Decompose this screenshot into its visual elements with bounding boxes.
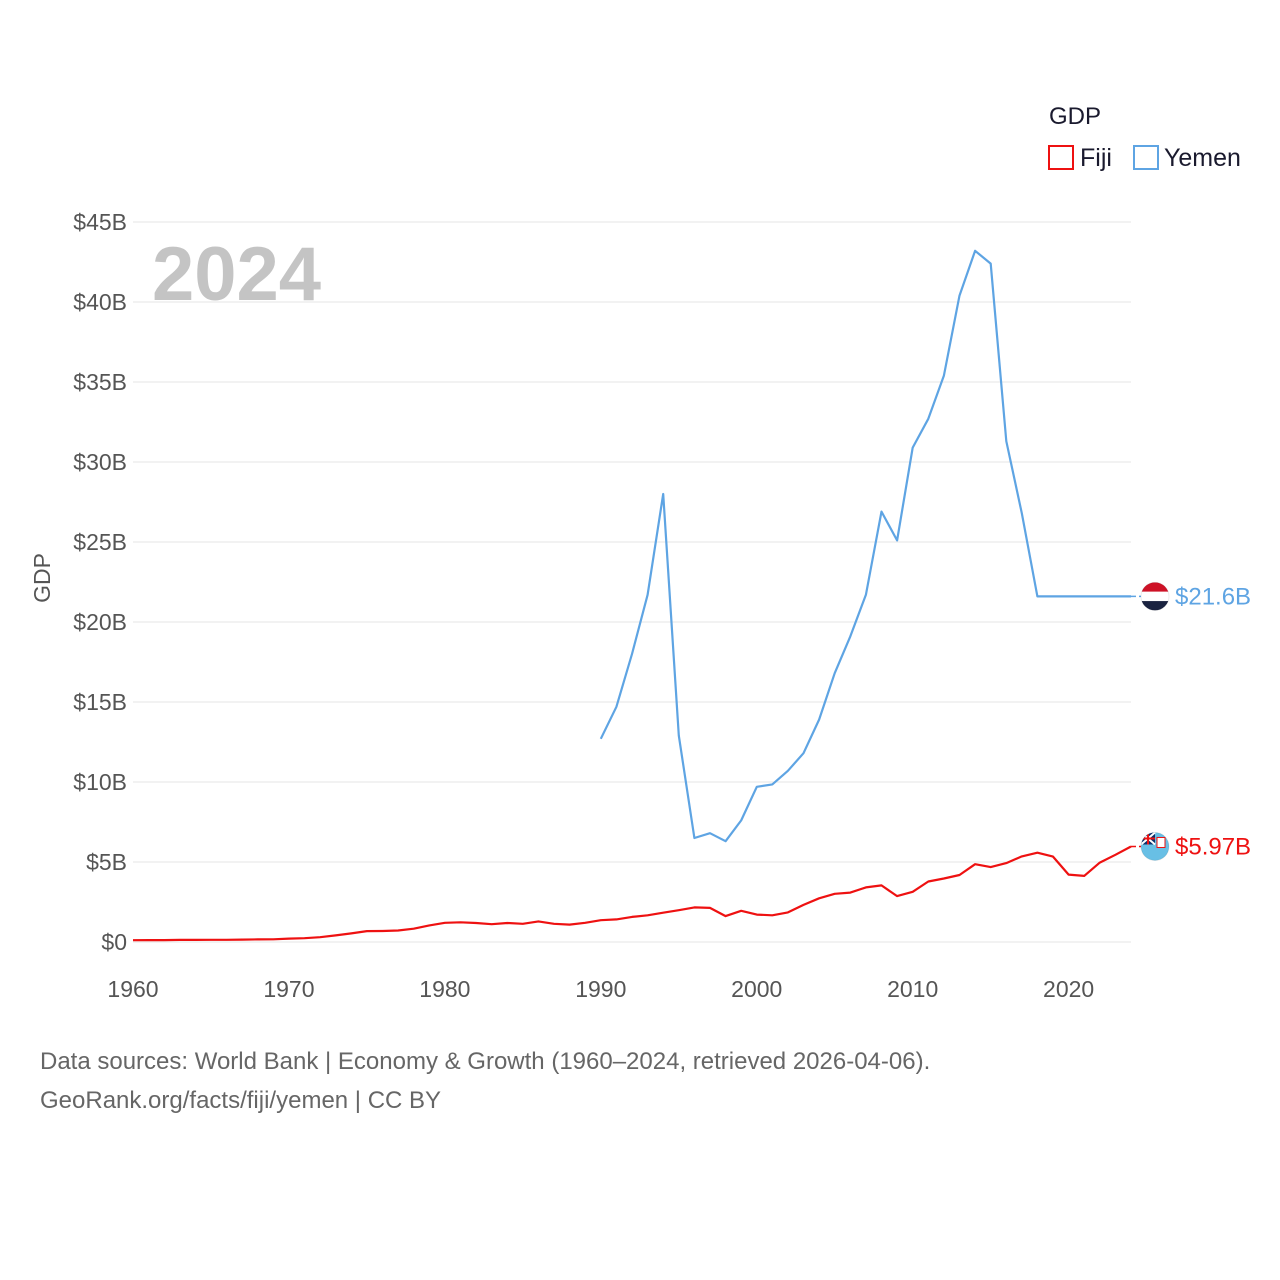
x-tick-label: 1990 [575,976,626,1002]
x-tick-label: 1980 [419,976,470,1002]
series-lines [132,249,1132,942]
y-axis-ticks: $0 $5B $10B $15B $20B $25B $30B $35B $40B $45B [73,209,127,955]
x-tick-label: 1970 [263,976,314,1002]
source-line-2: GeoRank.org/facts/fiji/yemen | CC BY [40,1087,442,1114]
legend-title: GDP [1049,103,1101,130]
y-tick-label: $15B [73,689,127,715]
year-label: 2024 [152,232,321,317]
x-tick-label: 2000 [731,976,782,1002]
legend-item-yemen[interactable]: Yemen [1133,144,1241,172]
fiji-flag-icon [1140,831,1170,861]
y-tick-label: $40B [73,289,127,315]
legend-swatch-yemen [1133,145,1159,170]
y-tick-label: $5B [86,849,127,875]
legend-item-fiji[interactable]: Fiji [1048,144,1112,172]
series-line-yemen [599,249,1131,843]
legend: GDP Fiji Yemen [1048,103,1241,172]
source-line-1: Data sources: World Bank | Economy & Gro… [40,1048,931,1075]
yemen-flag-icon [1140,581,1170,611]
series-line-fiji [132,845,1132,942]
legend-label-yemen: Yemen [1164,144,1241,172]
y-tick-label: $30B [73,449,127,475]
legend-swatch-fiji [1048,145,1074,170]
y-axis-title: GDP [29,553,55,603]
end-value-label-yemen: $21.6B [1175,583,1251,610]
y-tick-label: $45B [73,209,127,235]
y-tick-label: $10B [73,769,127,795]
end-labels: $5.97B $21.6B [1131,581,1251,861]
source-note: Data sources: World Bank | Economy & Gro… [40,1042,930,1120]
x-tick-label: 2010 [887,976,938,1002]
y-tick-label: $20B [73,609,127,635]
legend-label-fiji: Fiji [1080,144,1112,172]
y-tick-label: $35B [73,369,127,395]
end-value-label-fiji: $5.97B [1175,833,1251,860]
x-tick-label: 1960 [107,976,158,1002]
x-axis-ticks: 1960 1970 1980 1990 2000 2010 2020 [107,976,1094,1002]
y-tick-label: $0 [101,929,127,955]
x-tick-label: 2020 [1043,976,1094,1002]
y-tick-label: $25B [73,529,127,555]
gridlines [133,221,1131,943]
